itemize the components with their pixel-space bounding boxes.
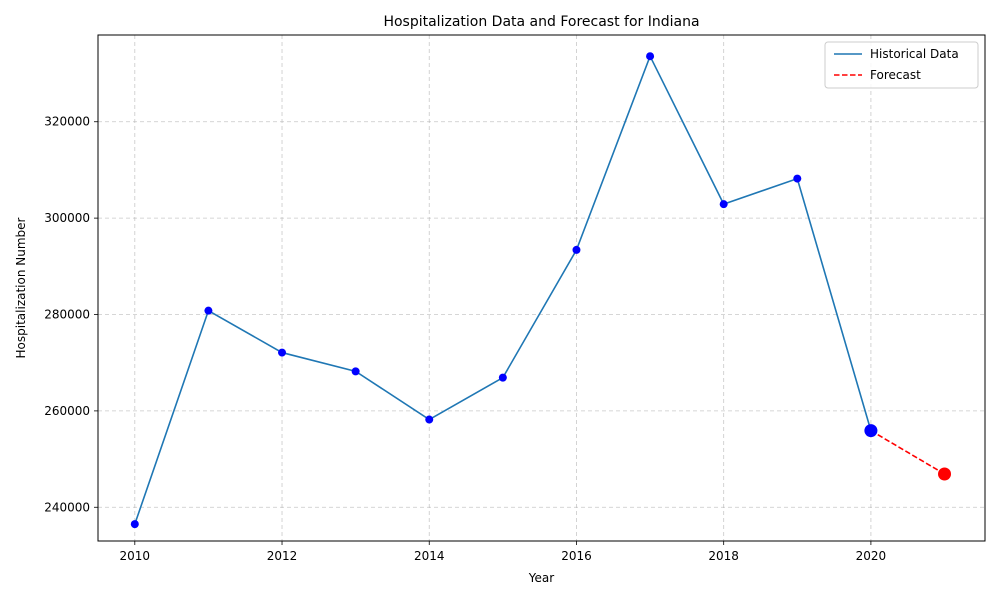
legend-label-forecast: Forecast [870,68,921,82]
historical-point [646,52,655,61]
x-tick-label: 2020 [856,549,887,563]
x-axis-label: Year [528,571,554,585]
x-tick-label: 2014 [414,549,445,563]
historical-point [425,415,434,424]
x-tick-label: 2016 [561,549,592,563]
y-tick-label: 240000 [44,500,90,514]
historical-point [130,520,139,529]
historical-point [572,245,581,254]
ticks: 2010 2012 2014 2016 2018 2020 240000 260000 2800… [44,115,886,563]
legend-label-historical: Historical Data [870,47,959,61]
forecast-line [870,429,945,475]
legend: Historical Data Forecast [824,41,979,89]
y-tick-label: 260000 [44,404,90,418]
chart-title: Hospitalization Data and Forecast for In… [383,14,699,30]
historical-point-last [864,424,878,438]
plot-frame [97,34,986,542]
historical-point [719,200,728,209]
forecast-point [938,467,952,481]
series-layer [130,52,952,529]
legend-box [824,41,979,89]
y-tick-label: 280000 [44,308,90,322]
historical-line [134,54,872,525]
x-tick-label: 2012 [267,549,298,563]
historical-point [498,373,507,382]
y-tick-label: 320000 [44,115,90,129]
historical-point [793,174,802,183]
y-tick-label: 300000 [44,211,90,225]
x-tick-label: 2010 [120,549,151,563]
historical-point [204,306,213,315]
y-axis-label: Hospitalization Number [14,217,28,358]
historical-point [351,367,360,376]
x-tick-label: 2018 [708,549,739,563]
grid [98,35,985,541]
historical-point [278,348,287,357]
